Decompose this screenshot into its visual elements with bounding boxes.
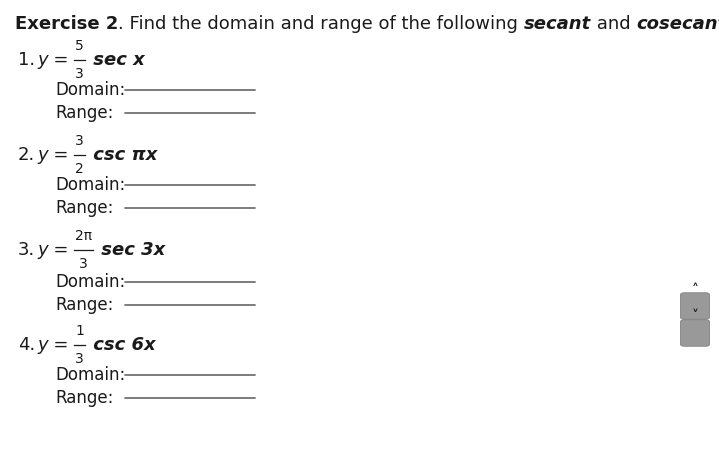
Text: Domain:: Domain:	[55, 81, 125, 99]
Text: ˄: ˄	[692, 283, 698, 297]
Text: and: and	[591, 15, 636, 33]
Text: Range:: Range:	[55, 104, 114, 122]
Text: Domain:: Domain:	[55, 273, 125, 291]
Text: cosecant: cosecant	[636, 15, 719, 33]
Text: . Find the domain and range of the following: . Find the domain and range of the follo…	[119, 15, 524, 33]
Text: Range:: Range:	[55, 389, 114, 407]
Text: Range:: Range:	[55, 199, 114, 217]
Text: 5: 5	[75, 39, 84, 53]
Text: secant: secant	[524, 15, 591, 33]
Text: 1: 1	[75, 324, 84, 338]
Text: csc 6x: csc 6x	[87, 336, 156, 354]
Text: y =: y =	[37, 336, 74, 354]
Text: 3.: 3.	[18, 241, 35, 259]
Text: 4.: 4.	[18, 336, 35, 354]
Text: Domain:: Domain:	[55, 176, 125, 194]
Text: Domain:: Domain:	[55, 366, 125, 384]
Text: y =: y =	[37, 241, 74, 259]
Text: 1.: 1.	[18, 51, 35, 69]
Text: Exercise 2: Exercise 2	[15, 15, 119, 33]
Text: csc πx: csc πx	[87, 146, 157, 164]
Text: 3: 3	[79, 257, 88, 271]
Text: 2: 2	[75, 162, 84, 176]
Text: sec x: sec x	[87, 51, 145, 69]
Text: Range:: Range:	[55, 296, 114, 314]
Text: 3: 3	[75, 67, 84, 81]
Text: sec 3x: sec 3x	[96, 241, 165, 259]
Text: ˅: ˅	[692, 310, 698, 324]
Text: 2π: 2π	[75, 229, 92, 243]
Text: 3: 3	[75, 134, 84, 148]
Text: 2.: 2.	[18, 146, 35, 164]
Text: y =: y =	[37, 146, 74, 164]
Text: 3: 3	[75, 352, 84, 366]
Text: y =: y =	[37, 51, 74, 69]
